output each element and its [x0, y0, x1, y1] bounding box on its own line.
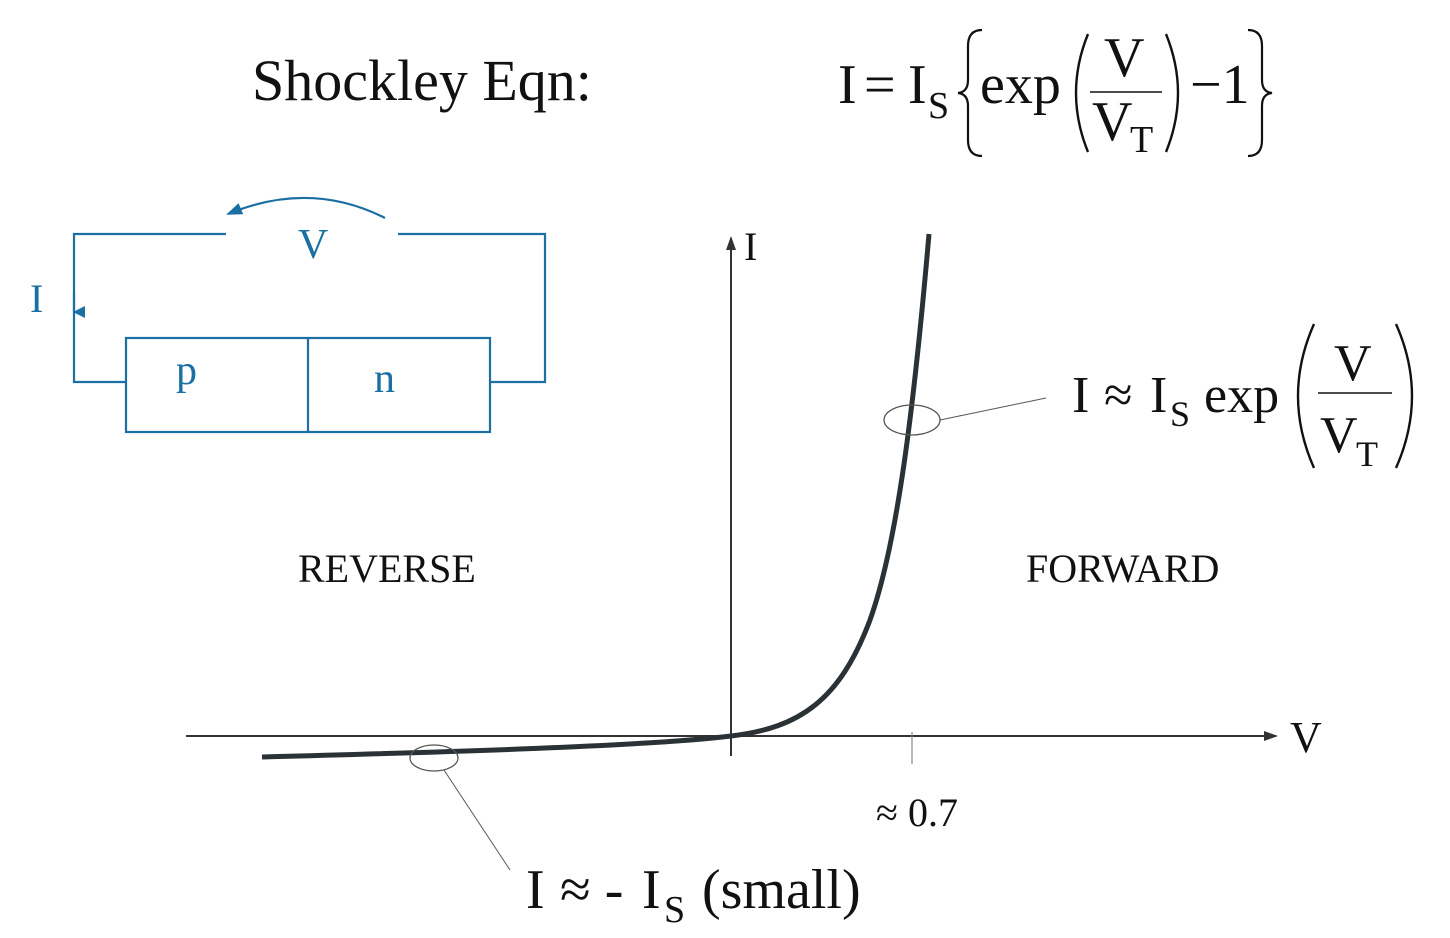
p-region-label: p — [176, 348, 197, 394]
equation-denominator-sub: T — [1130, 119, 1153, 161]
forward-denominator-sub: T — [1356, 434, 1378, 474]
equation-left-brace — [957, 28, 983, 158]
forward-right-paren — [1394, 323, 1414, 469]
left-wire — [72, 232, 226, 384]
forward-exp: exp — [1204, 367, 1279, 424]
knee-voltage-label: ≈ 0.7 — [876, 790, 958, 835]
y-axis-label: I — [744, 224, 757, 269]
reverse-is-base: I — [642, 859, 661, 921]
equation-equals: = — [864, 54, 896, 116]
equation-right-brace — [1247, 28, 1273, 158]
n-region-label: n — [374, 356, 395, 402]
reverse-lhs: I — [526, 859, 545, 921]
equation-left-paren — [1074, 33, 1090, 153]
equation-exp: exp — [980, 54, 1061, 116]
forward-region-label: FORWARD — [1026, 546, 1219, 591]
reverse-callout-circle — [409, 744, 459, 772]
forward-approximation: I ≈ I S exp V V T — [1072, 323, 1414, 474]
forward-approx-sign: ≈ — [1104, 367, 1133, 424]
equation-minus-one: −1 — [1190, 54, 1250, 116]
equation-numerator: V — [1104, 27, 1144, 89]
page-title: Shockley Eqn: — [252, 48, 592, 113]
iv-graph — [186, 233, 1278, 871]
pn-junction-circuit — [72, 196, 547, 434]
equation-lhs: I — [838, 54, 857, 116]
reverse-note: (small) — [702, 859, 861, 921]
equation-denominator-base: V — [1092, 91, 1132, 153]
equation-right-paren — [1164, 33, 1180, 153]
voltage-arc-arrow — [226, 196, 386, 219]
iv-curve — [261, 233, 932, 760]
reverse-region-label: REVERSE — [298, 546, 476, 591]
x-axis-label: V — [1290, 713, 1322, 762]
forward-callout-line — [939, 397, 1047, 421]
reverse-is-sub: S — [664, 889, 685, 931]
forward-is-sub: S — [1170, 394, 1190, 434]
shockley-equation: I = I S exp V V T −1 — [838, 27, 1273, 161]
reverse-approx-sign: ≈ - — [560, 859, 623, 921]
right-wire — [398, 232, 547, 384]
forward-lhs: I — [1072, 367, 1089, 424]
forward-left-paren — [1296, 323, 1316, 469]
forward-denominator-base: V — [1320, 407, 1358, 464]
equation-is-base: I — [908, 54, 927, 116]
reverse-callout-line — [443, 769, 511, 871]
forward-numerator: V — [1334, 335, 1372, 392]
equation-is-sub: S — [928, 85, 949, 127]
forward-is-base: I — [1150, 367, 1167, 424]
circuit-voltage-label: V — [298, 222, 328, 268]
reverse-approximation: I ≈ - I S (small) — [526, 859, 861, 931]
circuit-current-label: I — [30, 276, 43, 321]
